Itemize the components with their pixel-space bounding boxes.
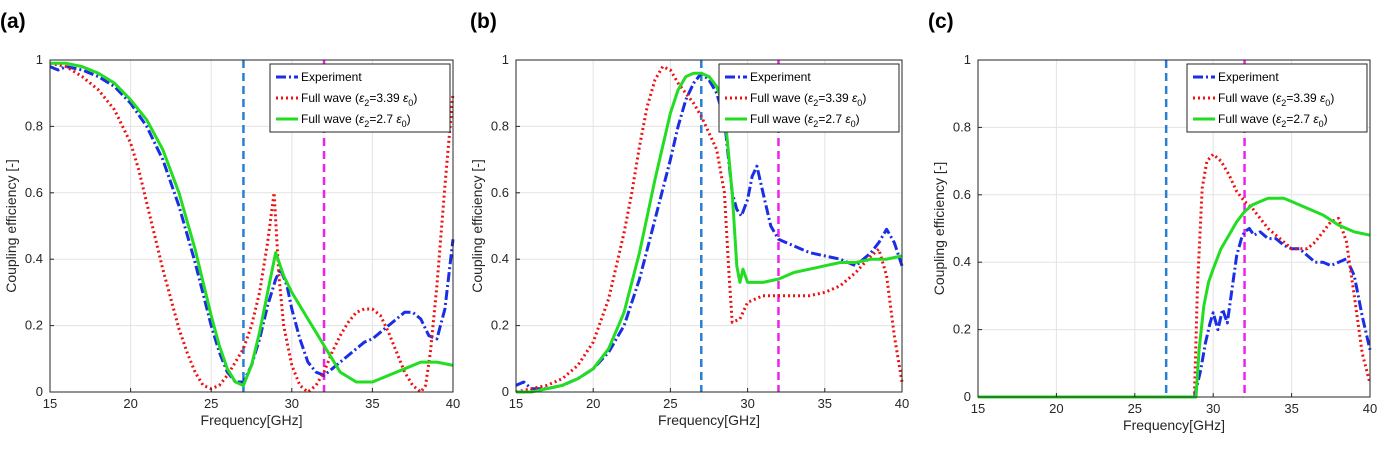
x-tick-label: 30 [1206,401,1220,416]
y-tick-label: 0.8 [491,118,509,133]
x-tick-label: 25 [204,396,218,411]
legend-label-full_wave_27: Full wave (ε2=2.7 ε0) [750,112,860,129]
y-tick-label: 1 [964,52,971,67]
y-tick-label: 0.6 [953,187,971,202]
y-tick-label: 0.4 [25,251,43,266]
x-tick-label: 15 [509,396,523,411]
y-tick-label: 0.8 [25,118,43,133]
x-axis-label: Frequency[GHz] [201,412,303,428]
x-tick-label: 35 [1284,401,1298,416]
chart-panel-3: (c) 15 20 25 30 35 40 0 0.2 0.4 0.6 0.8 1 Frequency[G… [928,10,1377,433]
y-tick-label: 0 [36,384,43,399]
y-axis-label: Coupling efficiency [-] [3,159,19,293]
y-tick-label: 0.8 [953,119,971,134]
axes-box [515,59,903,393]
legend-box [1186,63,1368,133]
legend-label-full_wave_339: Full wave (ε2=3.39 ε0) [750,91,866,108]
panel-label: (c) [928,10,954,33]
x-tick-label: 15 [43,396,57,411]
legend-box [718,63,900,133]
series-line-full_wave_27 [978,196,1371,399]
x-tick-label: 25 [663,396,677,411]
x-tick-label: 40 [446,396,460,411]
legend-label-experiment: Experiment [1218,70,1279,84]
chart-panel-2: (b) 15 20 25 30 35 40 0 0.2 0.4 0.6 0.8 1 Frequency[G… [469,10,909,428]
x-tick-label: 25 [1128,401,1142,416]
legend: Experiment Full wave (ε2=3.39 ε0) Full wav… [269,63,451,133]
legend: Experiment Full wave (ε2=3.39 ε0) Full wav… [718,63,900,133]
panel-label: (a) [0,10,26,33]
axes-box [977,59,1371,398]
y-tick-label: 0.4 [953,254,971,269]
y-tick-label: 0.4 [491,251,509,266]
y-tick-label: 1 [36,52,43,67]
y-tick-label: 0 [964,389,971,404]
axes-box [49,59,454,393]
x-tick-label: 20 [123,396,137,411]
x-tick-label: 40 [1363,401,1377,416]
legend: Experiment Full wave (ε2=3.39 ε0) Full wav… [1186,63,1368,133]
x-axis-label: Frequency[GHz] [658,412,760,428]
x-tick-label: 20 [1049,401,1063,416]
legend-label-full_wave_27: Full wave (ε2=2.7 ε0) [1218,112,1328,129]
series-line-experiment [978,227,1372,399]
x-axis-label: Frequency[GHz] [1123,417,1225,433]
y-tick-label: 0.2 [491,318,509,333]
legend-label-full_wave_339: Full wave (ε2=3.39 ε0) [1218,91,1334,108]
y-axis-label: Coupling efficiency [-] [469,159,485,293]
y-axis-label: Coupling efficiency [-] [931,162,947,296]
x-tick-label: 35 [818,396,832,411]
series-line-experiment [49,65,455,384]
x-tick-label: 15 [971,401,985,416]
legend-label-full_wave_339: Full wave (ε2=3.39 ε0) [301,91,417,108]
y-tick-label: 0.2 [953,322,971,337]
x-tick-label: 30 [740,396,754,411]
x-tick-label: 20 [586,396,600,411]
legend-label-experiment: Experiment [750,70,811,84]
x-tick-label: 30 [285,396,299,411]
y-tick-label: 0.6 [491,185,509,200]
series-line-full_wave_27 [50,61,454,387]
y-tick-label: 0.6 [25,185,43,200]
chart-panel-1: (a) 15 20 25 30 35 40 0 0.2 0.4 0.6 0.8 1 Frequency[G… [0,10,460,428]
series-line-full_wave_339 [978,152,1372,399]
y-tick-label: 0.2 [25,318,43,333]
panel-label: (b) [470,10,497,33]
x-tick-label: 40 [895,396,909,411]
legend-label-full_wave_27: Full wave (ε2=2.7 ε0) [301,112,411,129]
legend-label-experiment: Experiment [301,70,362,84]
y-tick-label: 1 [502,52,509,67]
x-tick-label: 35 [365,396,379,411]
y-tick-label: 0 [502,384,509,399]
legend-box [269,63,451,133]
